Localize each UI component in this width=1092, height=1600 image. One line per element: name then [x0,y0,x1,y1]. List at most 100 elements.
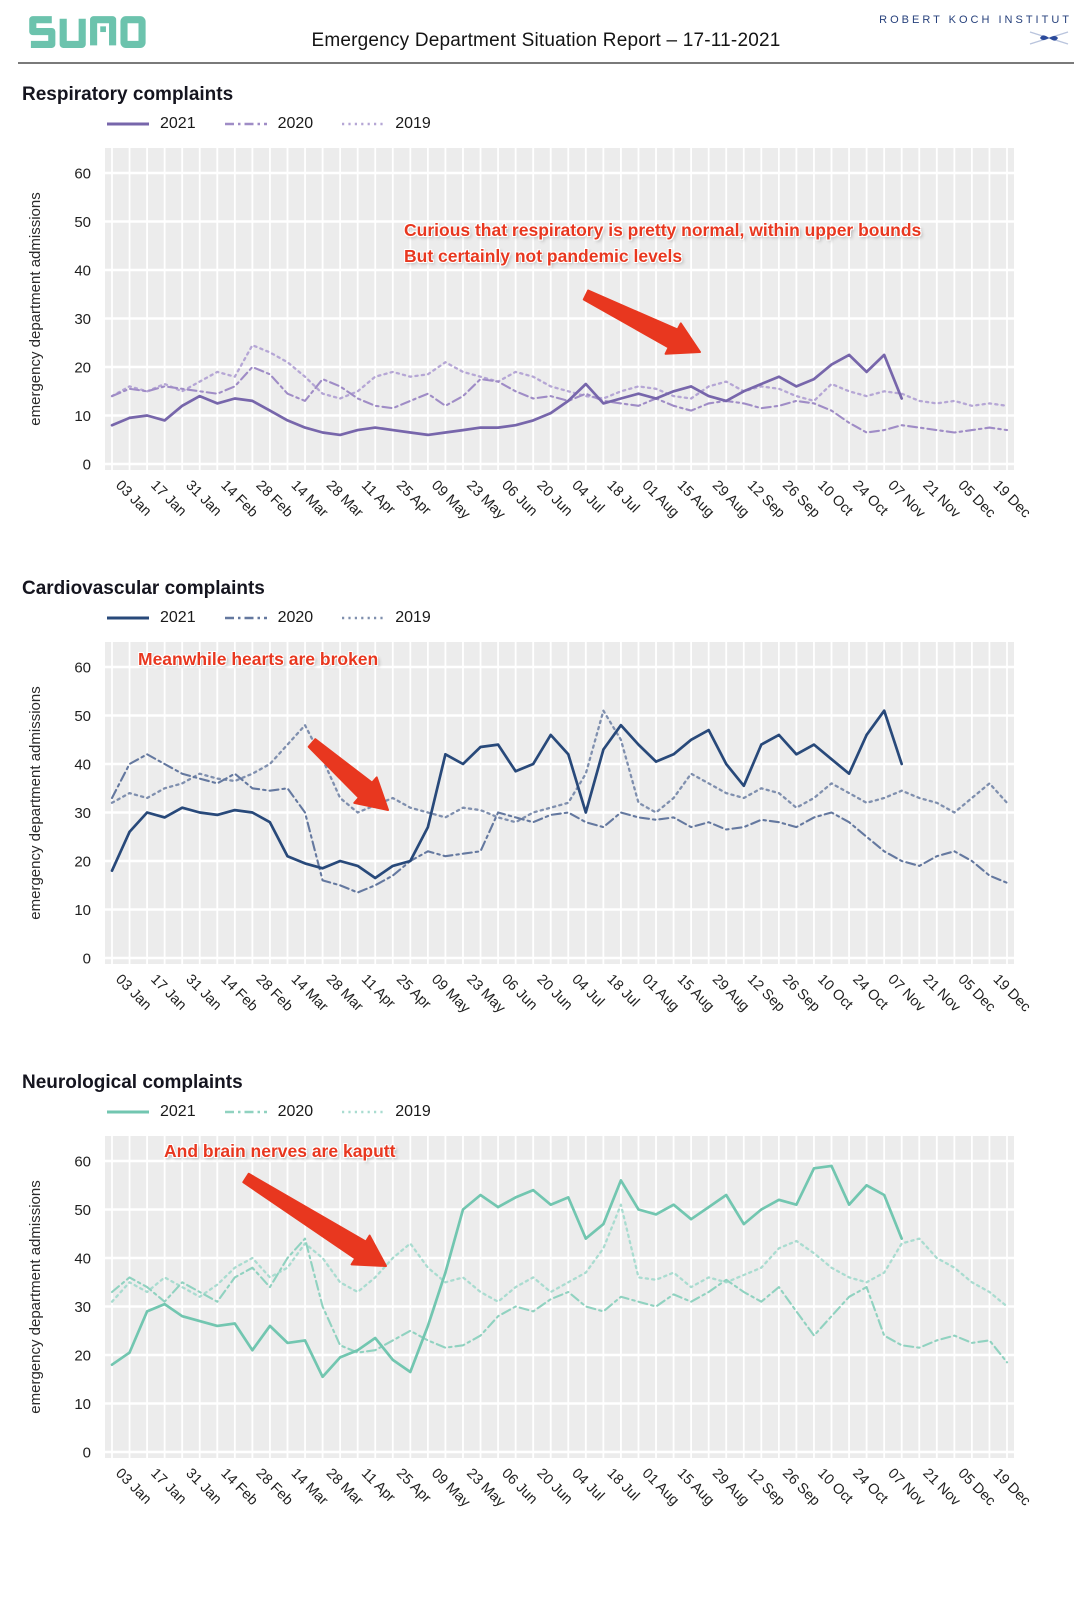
sumo-logo [22,14,150,57]
page-title: Emergency Department Situation Report – … [311,30,781,51]
x-tick-label: 29 Aug [709,478,752,521]
plot-panel [105,1136,1014,1458]
chart-title-neurological: Neurological complaints [22,1072,243,1093]
x-tick-label: 14 Mar [288,972,331,1015]
legend-line-sample [224,122,267,126]
y-tick-label: 20 [74,360,91,377]
y-tick-label: 60 [74,1154,91,1171]
x-tick-label: 12 Sep [744,478,788,522]
x-tick-label: 24 Oct [849,972,891,1014]
x-tick-label: 01 Aug [639,478,682,521]
x-tick-label: 25 Apr [393,478,434,519]
section-cardiovascular: Cardiovascular complaints 2021 2020 2019… [0,578,1092,1052]
x-tick-label: 18 Jul [604,972,643,1011]
y-tick-label: 30 [74,1299,91,1316]
legend-line-sample [342,616,385,620]
legend-item-2021: 2021 [106,1103,196,1121]
x-tick-label: 07 Nov [884,478,928,522]
x-tick-label: 11 Apr [358,1466,398,1506]
x-tick-label: 28 Mar [323,1466,366,1509]
x-tick-label: 15 Aug [674,972,717,1015]
legend-item-2020: 2020 [224,115,313,133]
x-tick-label: 28 Feb [253,478,296,521]
series-line-2021 [110,353,904,437]
legend-item-2019: 2019 [341,1103,431,1121]
legend-label: 2019 [395,609,431,626]
rki-logo-icon [879,27,1072,54]
rki-logo: ROBERT KOCH INSTITUT [879,14,1072,54]
series-line-2020 [110,753,1009,894]
series-line-2019 [110,344,1009,407]
legend-line-sample [107,1110,149,1114]
series-line-2021 [110,709,904,880]
y-tick-label: 40 [74,757,91,774]
y-tick-label: 50 [74,708,91,725]
legend-label: 2019 [395,1103,431,1120]
legend-neurological: 2021 2020 2019 [106,1100,1092,1124]
x-tick-label: 26 Sep [779,478,823,522]
legend-label: 2020 [277,609,314,626]
y-tick-label: 0 [83,1445,91,1462]
x-tick-label: 26 Sep [779,972,823,1016]
y-tick-label: 20 [74,1348,91,1365]
chart-cardiovascular: 0 10 20 30 40 50 60 03 Jan 17 Jan 31 Jan 14 Feb 28 … [0,632,1092,1052]
y-axis-label: emergency department admissions [27,686,44,919]
legend-cardiovascular: 2021 2020 2019 [106,606,1092,630]
x-tick-label: 28 Feb [253,1466,296,1509]
x-tick-label: 14 Feb [217,972,260,1015]
x-tick-label: 28 Feb [253,972,296,1015]
x-tick-label: 10 Oct [814,972,856,1014]
x-tick-label: 31 Jan [182,1466,224,1508]
x-tick-label: 21 Nov [919,478,963,522]
y-tick-label: 30 [74,311,91,328]
x-tick-label: 31 Jan [182,478,224,520]
y-axis-label: emergency department admissions [27,192,44,425]
y-tick-label: 60 [74,166,91,183]
y-tick-label: 0 [83,951,91,968]
legend-line-sample [224,616,267,620]
legend-respiratory: 2021 2020 2019 [106,112,1092,136]
legend-label: 2020 [277,1103,314,1120]
x-tick-label: 14 Feb [217,1466,260,1509]
x-tick-label: 03 Jan [112,1466,154,1508]
x-tick-label: 24 Oct [849,1466,891,1508]
series-line-2020 [110,365,1009,434]
y-tick-label: 10 [74,902,91,919]
x-tick-label: 07 Nov [884,972,928,1016]
x-tick-label: 28 Mar [323,478,366,521]
y-tick-label: 50 [74,214,91,231]
x-tick-label: 10 Oct [814,478,856,520]
x-tick-label: 31 Jan [182,972,224,1014]
legend-line-sample [107,122,149,126]
y-tick-label: 40 [74,263,91,280]
chart-respiratory: 0 10 20 30 40 50 60 03 Jan 17 Jan 31 Jan 14 Feb 28 … [0,138,1092,558]
x-tick-label: 11 Apr [358,972,398,1012]
y-tick-label: 40 [74,1251,91,1268]
x-tick-label: 15 Aug [674,1466,717,1509]
x-tick-label: 18 Jul [604,478,643,517]
legend-line-sample [107,616,149,620]
x-tick-label: 14 Mar [288,478,331,521]
y-tick-label: 30 [74,805,91,822]
series-line-2019 [110,1203,1009,1308]
x-tick-label: 17 Jan [147,972,189,1014]
x-tick-label: 26 Sep [779,1466,823,1510]
x-tick-label: 04 Jul [568,478,607,517]
x-tick-label: 15 Aug [674,478,717,521]
y-tick-label: 60 [74,660,91,677]
series-line-2020 [110,1237,1009,1364]
x-tick-label: 07 Nov [884,1466,928,1510]
x-tick-label: 04 Jul [568,972,607,1011]
x-tick-label: 19 Dec [990,1466,1034,1510]
x-tick-label: 19 Dec [990,972,1034,1016]
x-tick-label: 20 Jun [533,478,575,520]
x-tick-label: 14 Mar [288,1466,331,1509]
x-tick-label: 29 Aug [709,972,752,1015]
report-header: Emergency Department Situation Report – … [18,0,1074,64]
x-tick-label: 11 Apr [358,478,398,518]
chart-title-cardiovascular: Cardiovascular complaints [22,578,265,599]
section-neurological: Neurological complaints 2021 2020 2019 0… [0,1072,1092,1546]
y-axis-label: emergency department admissions [27,1180,44,1413]
